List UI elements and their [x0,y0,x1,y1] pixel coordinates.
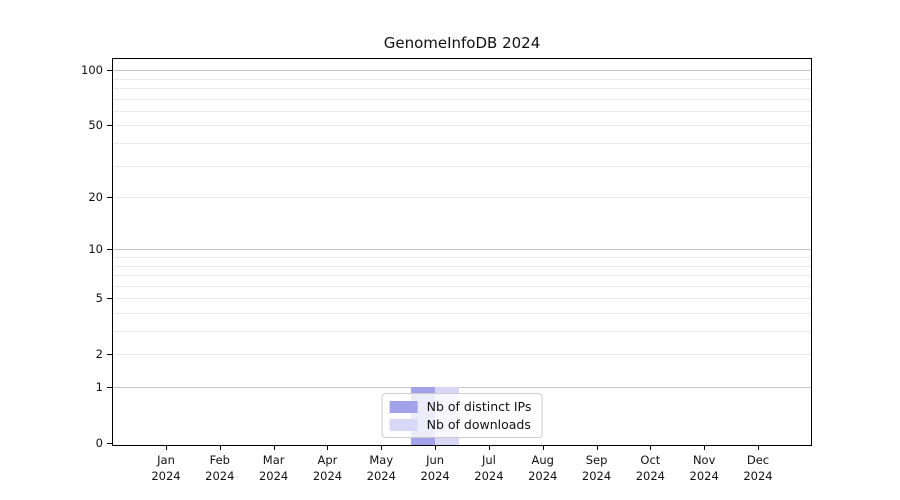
x-tick-year: 2024 [474,468,504,483]
y-tick-label: 0 [95,436,103,450]
y-gridline-minor [113,331,811,332]
x-tick-label: Nov 2024 [672,453,736,484]
x-tick-year: 2024 [420,468,450,483]
x-tick-month: Sep [585,453,608,467]
y-tick-mark [107,197,112,199]
x-tick-month: Apr [317,453,338,467]
x-tick-mark [650,446,652,450]
y-gridline-minor [113,275,811,277]
x-tick-year: 2024 [528,468,558,483]
y-gridline-minor [113,125,811,127]
x-tick-mark [327,446,329,450]
legend-swatch-distinct-ips-icon [389,400,418,413]
x-tick-mark [758,446,759,450]
x-tick-mark [381,446,383,450]
y-gridline-minor [113,197,811,199]
y-gridline-minor [113,256,811,258]
x-tick-label: Dec 2024 [726,453,790,484]
y-gridline-minor [113,165,811,167]
x-tick-year: 2024 [635,468,665,483]
x-tick-month: Jun [426,453,445,467]
y-tick-label: 10 [88,242,103,257]
y-gridline-minor [113,354,811,356]
x-tick-year: 2024 [743,468,773,483]
x-tick-year: 2024 [366,468,396,483]
x-tick-mark [704,446,706,450]
x-tick-mark [219,446,221,450]
y-tick-mark [107,249,112,251]
y-tick-mark [107,387,112,388]
y-gridline-major [113,387,811,388]
y-gridline-minor [113,143,811,144]
y-tick-label: 1 [95,380,103,394]
y-tick-mark [107,70,112,72]
y-tick-mark [107,298,112,300]
x-tick-label: Jun 2024 [403,453,467,484]
x-tick-month: Jan [157,453,175,467]
legend-item-downloads: Nb of downloads [389,417,532,432]
legend-label-downloads: Nb of downloads [426,417,531,432]
y-gridline-minor [113,110,811,112]
y-gridline-minor [113,88,811,89]
x-tick-label: Aug 2024 [511,453,575,484]
legend-label-distinct-ips: Nb of distinct IPs [426,399,532,414]
y-gridline-minor [113,298,811,300]
x-tick-year: 2024 [581,468,612,483]
x-tick-label: May 2024 [349,453,413,484]
x-tick-label: Jan 2024 [134,453,198,484]
x-tick-mark [488,446,490,450]
x-tick-label: Mar 2024 [242,453,306,484]
x-tick-label: Jul 2024 [457,453,521,484]
x-tick-month: Aug [531,453,554,467]
x-tick-month: Oct [640,453,661,467]
x-tick-mark [596,446,598,450]
x-tick-month: Nov [692,453,716,467]
x-tick-year: 2024 [151,468,181,483]
x-tick-month: Feb [209,453,230,467]
y-tick-label: 5 [95,291,103,306]
y-tick-label: 50 [88,118,103,133]
y-gridline-minor [113,265,811,267]
x-tick-label: Sep 2024 [565,453,629,484]
x-tick-label: Feb 2024 [188,453,252,484]
y-gridline-minor [113,98,811,100]
legend: Nb of distinct IPs Nb of downloads [381,393,543,438]
y-gridline-major [113,70,811,72]
y-gridline-minor [113,285,811,287]
x-tick-mark [542,446,544,450]
x-tick-month: Dec [746,453,770,467]
x-tick-mark [166,446,167,450]
y-gridline-minor [113,78,811,80]
x-tick-year: 2024 [205,468,235,483]
x-tick-label: Apr 2024 [295,453,359,484]
x-tick-label: Oct 2024 [618,453,682,484]
x-tick-year: 2024 [689,468,719,483]
x-tick-year: 2024 [258,468,289,483]
x-tick-month: May [369,453,394,467]
x-tick-mark [273,446,275,450]
y-gridline-major [113,249,811,251]
y-tick-mark [107,443,112,444]
chart-title: GenomeInfoDB 2024 [383,34,541,52]
plot-area: Nb of distinct IPs Nb of downloads [112,58,812,446]
x-tick-month: Mar [262,453,285,467]
y-tick-label: 2 [95,347,103,362]
y-tick-mark [107,354,112,356]
y-tick-label: 20 [88,190,103,205]
x-tick-mark [435,446,437,450]
y-tick-label: 100 [81,63,103,78]
legend-item-distinct-ips: Nb of distinct IPs [389,399,532,414]
x-tick-year: 2024 [312,468,343,483]
x-tick-month: Jul [481,453,496,467]
legend-swatch-downloads-icon [389,418,418,431]
y-gridline-minor [113,312,811,314]
y-tick-mark [107,125,112,127]
